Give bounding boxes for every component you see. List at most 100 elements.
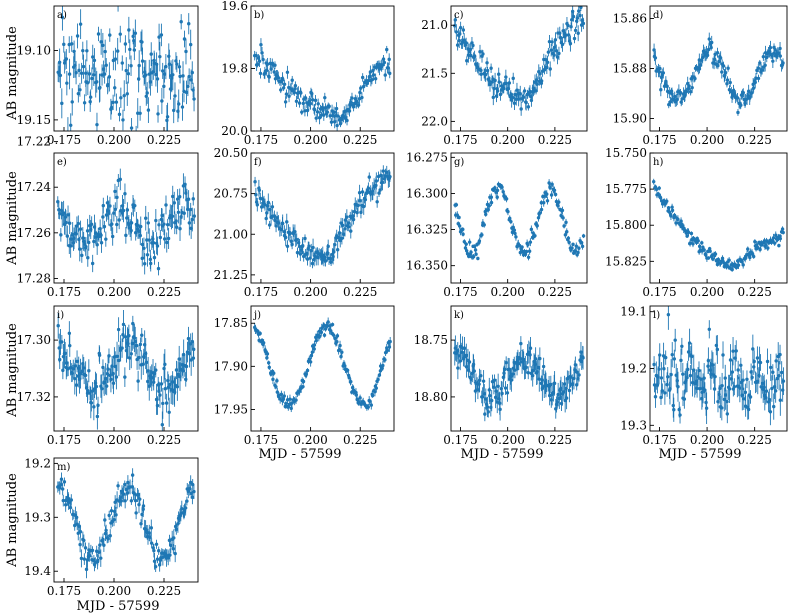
data-point [759, 385, 763, 389]
data-point [474, 252, 478, 256]
data-point [549, 382, 553, 387]
data-point [730, 267, 734, 272]
data-point [61, 368, 65, 373]
data-point [162, 84, 166, 89]
data-point [333, 336, 337, 341]
data-point [286, 405, 290, 409]
data-point [340, 236, 344, 240]
data-point [173, 524, 178, 529]
data-point [529, 227, 534, 232]
y-tick-label: 19.2 [620, 362, 647, 376]
data-point [519, 107, 523, 111]
data-point [665, 84, 669, 89]
data-point [661, 71, 666, 75]
data-point [172, 201, 176, 205]
data-point [81, 48, 85, 53]
data-point [176, 522, 180, 526]
data-point [357, 400, 361, 404]
data-point [142, 262, 147, 266]
data-point [133, 203, 137, 208]
data-point [521, 95, 526, 100]
data-point [506, 209, 510, 214]
data-point [370, 78, 374, 82]
data-point [492, 378, 497, 382]
data-point [491, 95, 495, 100]
data-point [492, 385, 496, 389]
data-point [163, 386, 168, 391]
data-point [65, 234, 70, 238]
data-point [269, 372, 273, 376]
data-point [303, 109, 307, 113]
data-point [144, 73, 148, 77]
data-point [75, 359, 79, 364]
data-point [340, 223, 345, 228]
data-point [182, 37, 187, 41]
data-point [370, 393, 375, 398]
data-point [117, 112, 122, 117]
data-point [388, 71, 392, 76]
data-point [355, 99, 359, 104]
data-point [123, 482, 127, 487]
data-point [456, 366, 460, 370]
data-point [114, 100, 119, 104]
x-tick-label: 0.225 [343, 433, 377, 447]
data-point [254, 193, 258, 197]
data-point [731, 349, 735, 353]
data-point [467, 360, 472, 364]
data-point [123, 42, 128, 46]
data-point [174, 219, 178, 223]
data-point [567, 388, 572, 393]
data-point [182, 211, 186, 215]
data-point [156, 266, 161, 271]
data-point [578, 13, 582, 18]
data-point [528, 346, 533, 350]
data-point [741, 263, 745, 267]
data-point [358, 90, 362, 95]
data-point [74, 383, 79, 387]
data-point [172, 108, 176, 113]
data-point [94, 384, 99, 389]
data-point [168, 553, 172, 557]
data-point [139, 224, 143, 229]
data-point [115, 49, 120, 53]
data-point [82, 538, 86, 543]
data-point [177, 102, 181, 106]
data-point [564, 33, 568, 37]
data-point [381, 363, 385, 368]
data-point [110, 222, 114, 226]
panel-label: d) [653, 10, 663, 21]
data-point [571, 242, 575, 247]
data-point [736, 263, 741, 267]
data-point [489, 200, 494, 205]
data-point [675, 378, 679, 383]
data-point [732, 384, 737, 389]
data-point [580, 244, 585, 249]
data-point [538, 356, 542, 361]
data-point [775, 376, 779, 381]
data-point [178, 195, 182, 199]
data-point [84, 245, 88, 249]
y-tick-label: 15.775 [605, 182, 647, 196]
x-tick-label: 0.200 [490, 133, 524, 147]
x-tick-label: 0.175 [443, 433, 477, 447]
data-point [79, 556, 84, 561]
data-point [380, 180, 385, 185]
panel-j: 17.85 17.90 17.95 0.175 0.200 0.225 j) [214, 305, 395, 447]
data-point [58, 73, 63, 78]
data-point [707, 37, 711, 41]
data-point [158, 235, 163, 240]
panel-a: 19.10 19.15 0.175 0.200 0.225 a) [17, 5, 199, 147]
data-point [750, 91, 754, 95]
y-tick-label: 18.80 [414, 390, 448, 404]
data-point [86, 81, 90, 85]
data-point [312, 343, 317, 347]
data-point [155, 244, 160, 248]
data-point [673, 94, 677, 99]
data-point [507, 81, 512, 85]
data-point [166, 236, 171, 241]
data-point [276, 221, 281, 225]
data-point [560, 208, 565, 213]
data-point [86, 256, 90, 260]
data-point [745, 377, 749, 381]
data-point [156, 112, 160, 116]
